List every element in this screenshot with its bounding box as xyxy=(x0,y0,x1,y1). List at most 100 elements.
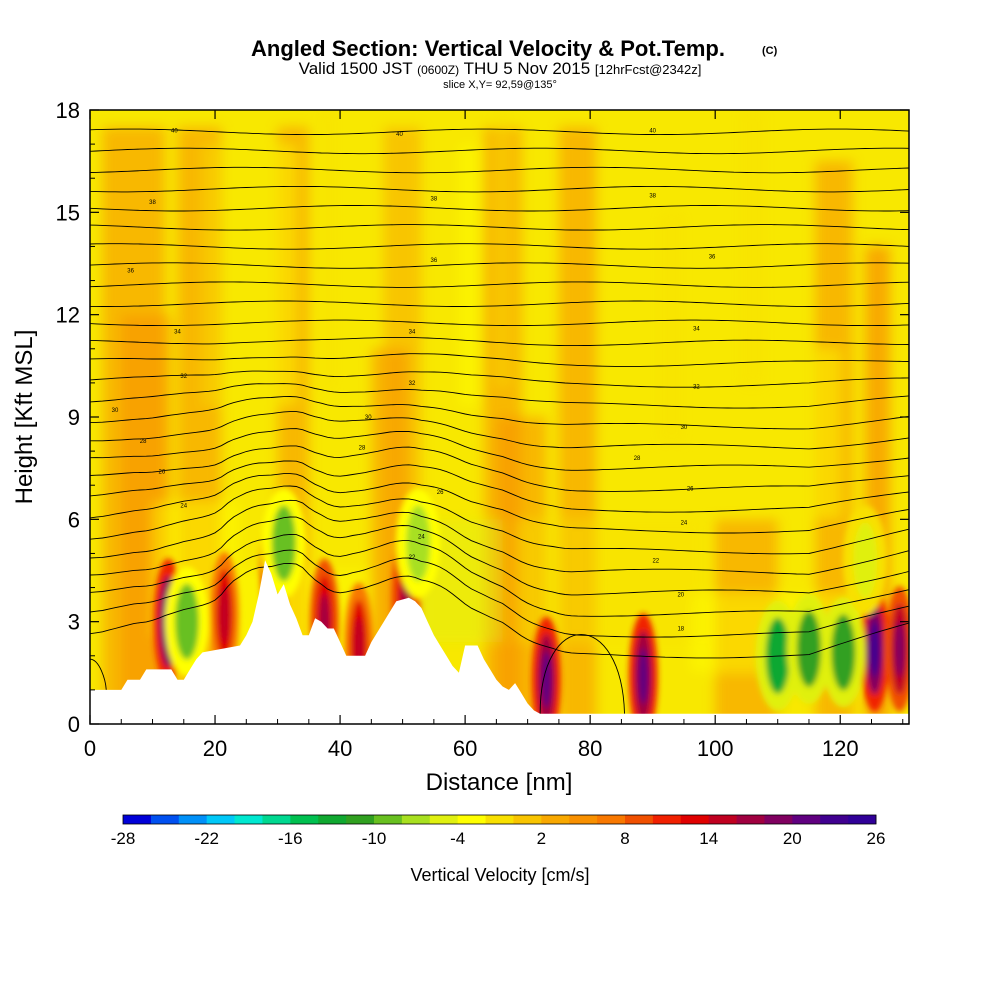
x-axis: 0 20 40 60 80 100 120 xyxy=(84,110,904,761)
colorbar-swatch xyxy=(262,815,291,824)
updraft-core xyxy=(869,620,880,677)
theta-contour-line xyxy=(90,485,909,555)
valid-time-line: Valid 1500 JST (0600Z) THU 5 Nov 2015 [1… xyxy=(299,59,702,78)
colorbar-swatch xyxy=(234,815,263,824)
cool-band xyxy=(321,110,334,387)
y-tick-label: 3 xyxy=(68,610,80,635)
theta-contour-line xyxy=(90,185,909,193)
downdraft-core xyxy=(271,505,296,582)
theta-contour-corner xyxy=(90,658,107,690)
cool-band xyxy=(815,348,841,518)
colorbar-swatch xyxy=(820,815,849,824)
theta-contour-line xyxy=(90,383,909,409)
theta-contour-line xyxy=(90,353,909,367)
theta-contour-line xyxy=(90,428,909,471)
theta-contour-label: 40 xyxy=(396,132,403,138)
theta-contour-label: 30 xyxy=(112,408,119,414)
colorbar-swatch xyxy=(123,815,152,824)
cool-band xyxy=(458,144,478,406)
theta-contour-line xyxy=(90,336,909,347)
y-tick-label: 6 xyxy=(68,507,80,532)
colorbar-tick-label: -28 xyxy=(111,829,136,848)
downdraft-core xyxy=(796,610,821,687)
colorbar-swatch xyxy=(290,815,319,824)
updraft-core xyxy=(894,620,905,677)
slice-label: slice X,Y= 92,59@135° xyxy=(443,79,557,91)
theta-contour-label: 24 xyxy=(681,521,688,527)
updraft-core xyxy=(638,648,649,705)
theta-contour-label: 38 xyxy=(649,193,656,199)
theta-contour-line xyxy=(90,396,909,430)
theta-contour-label: 22 xyxy=(409,555,416,561)
theta-contour-line xyxy=(90,533,909,617)
theta-contour-label: 26 xyxy=(159,470,166,476)
colorbar-tick-label: 26 xyxy=(867,829,886,848)
theta-contour-line xyxy=(90,224,909,231)
theta-contour-label: 38 xyxy=(149,200,156,206)
theta-contour-label: 26 xyxy=(437,490,444,496)
x-tick-label: 0 xyxy=(84,736,96,761)
valid-utc: (0600Z) xyxy=(417,63,459,77)
theta-contour-label: 32 xyxy=(693,384,700,390)
terrain-mask xyxy=(90,560,909,724)
theta-contour-line xyxy=(90,370,909,388)
colorbar-swatch xyxy=(764,815,793,824)
x-axis-label: Distance [nm] xyxy=(426,769,573,796)
theta-contour-label: 28 xyxy=(634,456,641,462)
plot-area: 40 40 40 38 38 38 36 36 36 34 34 34 32 32 32 30 30 30 28 28… xyxy=(90,110,909,724)
theta-contour-label: 36 xyxy=(431,258,438,264)
colorbar-swatch xyxy=(848,815,877,824)
colorbar-swatch xyxy=(736,815,765,824)
theta-contour-label: 38 xyxy=(431,197,438,203)
y-axis-label: Height [Kft MSL] xyxy=(11,330,38,505)
colorbar-tick-label: 14 xyxy=(699,829,718,848)
colorbar-swatch xyxy=(569,815,598,824)
x-tick-label: 100 xyxy=(697,736,734,761)
y-tick-label: 9 xyxy=(68,405,80,430)
theta-contour-line xyxy=(90,445,909,492)
x-tick-label: 80 xyxy=(578,736,602,761)
theta-contour-label: 34 xyxy=(174,330,181,336)
theta-contour-label: 28 xyxy=(359,446,366,452)
theta-contour-line xyxy=(90,128,909,136)
theta-contour-label: 30 xyxy=(365,415,372,421)
x-tick-label: 40 xyxy=(328,736,352,761)
downdraft-core xyxy=(831,614,856,691)
theta-contour-line xyxy=(90,460,909,513)
colorbar-tick-label: -10 xyxy=(362,829,387,848)
theta-contour-loop xyxy=(539,634,625,714)
colorbar-swatch xyxy=(652,815,682,824)
theta-contour-label: 32 xyxy=(180,374,187,380)
colorbar-swatch xyxy=(150,815,180,824)
cool-band xyxy=(658,212,684,443)
colorbar-label: Vertical Velocity [cm/s] xyxy=(410,865,589,885)
x-tick-label: 20 xyxy=(203,736,227,761)
chart-title: Angled Section: Vertical Velocity & Pot.… xyxy=(251,36,725,61)
colorbar-swatch xyxy=(374,815,403,824)
colorbar-swatch xyxy=(625,815,654,824)
theta-contour-line xyxy=(90,499,909,575)
theta-contour-line xyxy=(90,562,909,659)
copyright-mark: (C) xyxy=(762,45,778,57)
cool-band xyxy=(496,110,509,387)
y-tick-label: 18 xyxy=(56,98,80,123)
theta-contour-label: 20 xyxy=(677,592,684,598)
theta-contour-label: 34 xyxy=(409,330,416,336)
cool-band xyxy=(202,144,222,406)
theta-contour-line xyxy=(90,281,909,288)
colorbar-swatch xyxy=(708,815,737,824)
colorbar-tick-label: -16 xyxy=(278,829,303,848)
updraft-core xyxy=(541,651,552,708)
theta-contour-label: 24 xyxy=(180,504,187,510)
colorbar-swatch xyxy=(792,815,821,824)
downdraft-core xyxy=(174,583,199,660)
theta-contour-line xyxy=(90,205,909,212)
y-tick-label: 12 xyxy=(56,303,80,328)
theta-contour-labels: 40 40 40 38 38 38 36 36 36 34 34 34 32 32 32 30 30 30 28 28… xyxy=(112,128,716,632)
theta-contour-label: 26 xyxy=(687,487,694,493)
theta-contour-label: 36 xyxy=(709,255,716,261)
theta-contour-label: 24 xyxy=(418,534,425,540)
colorbar-swatch xyxy=(541,815,570,824)
theta-contour-line xyxy=(90,411,909,450)
